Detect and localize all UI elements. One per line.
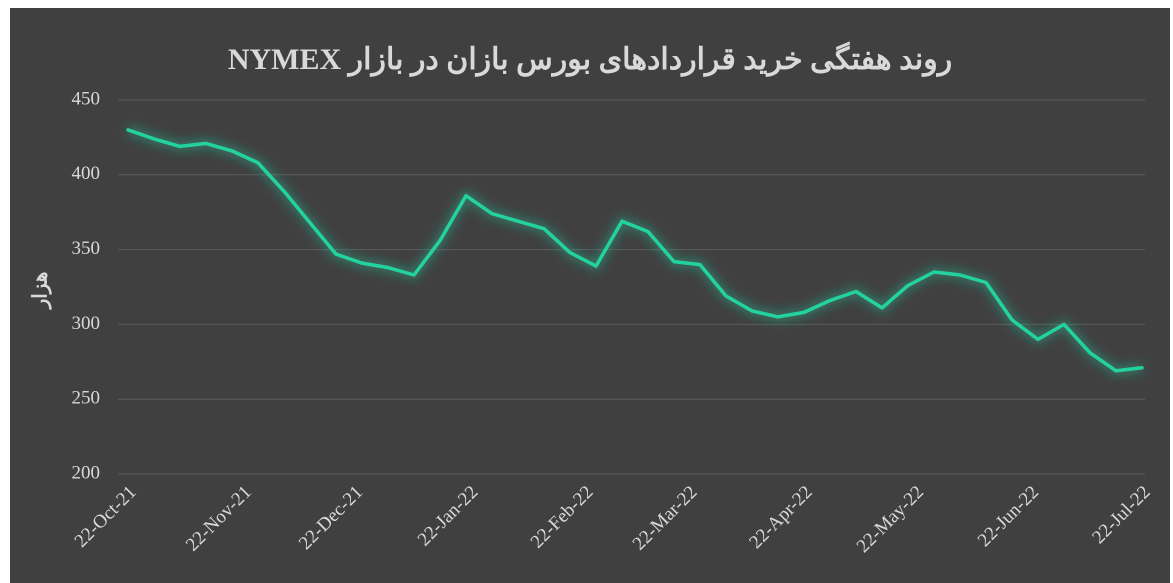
y-tick-label: 250: [72, 388, 101, 409]
y-axis-label: هزار: [30, 272, 53, 311]
chart-title: روند هفتگی خرید قراردادهای بورس بازان در…: [228, 41, 952, 77]
y-tick-label: 200: [72, 462, 101, 483]
line: [126, 128, 1144, 373]
y-tick-label: 400: [72, 163, 101, 184]
chart-background: [10, 8, 1170, 583]
y-tick-label: 450: [72, 88, 101, 109]
y-tick-label: 350: [72, 238, 101, 259]
y-tick-label: 300: [72, 313, 101, 334]
